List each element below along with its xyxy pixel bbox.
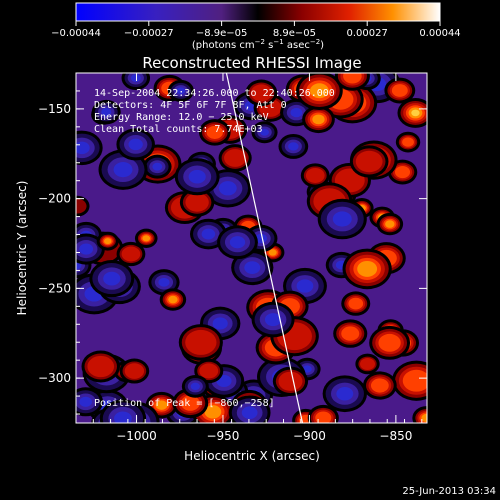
detectors-label: Detectors: 4F 5F 6F 7F 8F, Att 0 — [94, 100, 287, 111]
heatmap-blob — [178, 324, 223, 361]
peak-position-label: Position of Peak = [−860,−258] — [94, 398, 275, 409]
heatmap-blob — [167, 79, 194, 102]
colorbar-tick-label: −0.00027 — [124, 28, 174, 39]
heatmap-blob — [116, 128, 155, 161]
heatmap-blob — [342, 248, 392, 290]
colorbar-tick-label: −8.9e−05 — [196, 28, 248, 39]
x-tick-label: −1000 — [116, 429, 157, 443]
heatmap-blob — [76, 130, 103, 166]
heatmap-blob — [376, 212, 404, 236]
heatmap-blob — [300, 163, 330, 188]
y-axis-label: Heliocentric Y (arcsec) — [15, 181, 29, 316]
heatmap-blob — [228, 395, 271, 423]
heatmap-blob — [251, 121, 278, 144]
heatmap-blob — [199, 306, 241, 341]
y-tick-label: −200 — [38, 192, 71, 206]
x-tick-label: −850 — [379, 429, 412, 443]
footer-date: 25-Jun-2013 03:34 — [402, 486, 496, 497]
heatmap-blob — [217, 225, 258, 260]
heatmap-blob — [369, 325, 411, 360]
heatmap-blob — [302, 105, 335, 134]
heatmap-blob — [181, 374, 209, 398]
x-tick-label: −900 — [293, 429, 326, 443]
heatmap-blob — [412, 406, 427, 423]
heatmap-blob — [116, 241, 146, 267]
annotations: 14-Sep-2004 22:34:26.000 to 22:40:26.000… — [94, 88, 335, 409]
colorbar-tick-label: −0.00044 — [51, 28, 101, 39]
chart-title: Reconstructed RHESSI Image — [142, 54, 361, 72]
colorbar-tick-label: 0.00027 — [347, 28, 388, 39]
heatmap-blob — [231, 250, 274, 286]
colorbar-tick-label: 0.00044 — [419, 28, 460, 39]
heatmap-blob — [397, 97, 427, 128]
heatmap-blob — [322, 375, 367, 413]
colorbar-unit: (photons cm−2 s−1 asec−2) — [192, 38, 324, 51]
x-axis-label: Heliocentric X (arcsec) — [184, 449, 320, 463]
heatmap-blob — [296, 73, 343, 111]
energy-range-label: Energy Range: 12.0 − 25.0 keV — [94, 112, 269, 123]
heatmap-blob — [159, 288, 187, 311]
heatmap-blob — [174, 158, 220, 196]
heatmap-blob — [272, 366, 309, 397]
heatmap-blob — [278, 133, 309, 159]
heatmap-blob — [334, 73, 370, 91]
heatmap-blob — [251, 301, 295, 338]
heatmap-blob — [333, 319, 368, 348]
colorbar-ticks: −0.00044 −0.00027 −8.9e−05 8.9e−05 0.00027 0.… — [51, 21, 461, 39]
x-axis: −1000 −950 −900 −850 — [92, 73, 423, 443]
heatmap-blob — [384, 77, 416, 104]
heatmap-blob — [91, 99, 121, 125]
heatmap-image — [76, 73, 427, 423]
heatmap-blob — [76, 233, 105, 265]
heatmap-blob — [76, 195, 90, 217]
plot-frame — [75, 72, 428, 424]
heatmap-blob — [395, 131, 421, 153]
heatmap-blob — [355, 353, 380, 375]
heatmap-blob — [198, 119, 231, 146]
x-tick-label: −950 — [206, 429, 239, 443]
clean-counts-label: Clean Total counts: 7.74E+03 — [94, 124, 263, 135]
y-axis: −300 −250 −200 −150 — [38, 72, 427, 415]
heatmap-blob — [317, 198, 367, 240]
heatmap-blob — [148, 269, 180, 296]
time-range-label: 14-Sep-2004 22:34:26.000 to 22:40:26.000 — [94, 88, 335, 99]
heatmap-blob — [392, 360, 427, 401]
heatmap-blob — [179, 187, 215, 217]
colorbar: −0.00044 −0.00027 −8.9e−05 8.9e−05 0.00027 0.… — [51, 2, 461, 51]
y-tick-label: −300 — [38, 371, 71, 385]
heatmap-blob — [76, 387, 104, 417]
heatmap-blob — [96, 231, 119, 251]
heatmap-blob — [245, 79, 278, 107]
heatmap-blob — [119, 358, 150, 384]
heatmap-blob — [89, 260, 135, 298]
colorbar-tick-label: 8.9e−05 — [273, 28, 316, 39]
heatmap-blob — [81, 350, 121, 383]
colorbar-gradient — [75, 2, 441, 22]
heatmap-blobs — [76, 73, 427, 423]
heatmap-blob — [349, 145, 389, 178]
heatmap-blob — [143, 154, 172, 179]
heatmap-blob — [307, 404, 339, 423]
heatmap-blob — [134, 228, 158, 248]
heatmap-blob — [121, 73, 151, 91]
solar-limb-line — [225, 73, 304, 423]
y-tick-label: −250 — [38, 281, 71, 295]
y-tick-label: −150 — [38, 102, 71, 116]
heatmap-blob — [341, 291, 371, 316]
heatmap-blob — [362, 371, 397, 400]
